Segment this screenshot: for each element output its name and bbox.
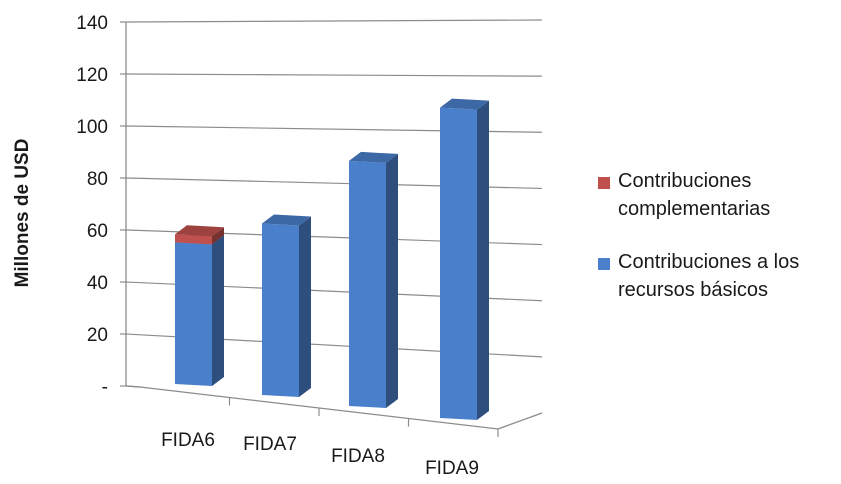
y-tick-label: 60: [87, 221, 108, 242]
bar-side: [212, 227, 224, 245]
x-tick-label: FIDA8: [331, 446, 385, 467]
bar: [440, 107, 477, 420]
bar: [349, 160, 386, 408]
gridline: [125, 73, 543, 77]
gridline: [125, 19, 543, 23]
bar: [175, 242, 212, 386]
y-tick-label: -: [102, 377, 108, 398]
bars: [175, 98, 489, 420]
x-tick-label: FIDA7: [243, 434, 297, 455]
y-tick-label: 100: [76, 117, 108, 138]
axis-line: [125, 385, 141, 388]
y-tick-label: 40: [87, 273, 108, 294]
y-tick-label: 120: [76, 65, 108, 86]
bar: [262, 223, 299, 397]
bar-top: [175, 225, 224, 237]
y-tick-label: 20: [87, 325, 108, 346]
legend-label: Contribuciones complementarias: [618, 170, 770, 220]
y-tick-label: 140: [76, 13, 108, 34]
bar-side: [477, 100, 489, 420]
bar-side: [299, 216, 311, 397]
legend-swatch: [598, 177, 610, 189]
bar-top: [440, 98, 489, 110]
bar-top: [262, 214, 311, 226]
bar-side: [212, 235, 224, 386]
legend-label: Contribuciones a los recursos básicos: [618, 251, 799, 301]
y-axis-label: Millones de USD: [12, 139, 33, 288]
bar: [175, 234, 212, 245]
x-tick-label: FIDA6: [161, 430, 215, 451]
y-tick-labels: - 20 40 60 80 100 120 140: [76, 13, 108, 398]
x-tick-labels: FIDA6 FIDA7 FIDA8 FIDA9: [161, 430, 479, 479]
bar-top: [349, 151, 398, 163]
y-tick-label: 80: [87, 169, 108, 190]
legend: Contribuciones complementarias Contribucio…: [598, 170, 799, 301]
legend-swatch: [598, 258, 610, 270]
bar-side: [386, 153, 398, 408]
x-tick-label: FIDA9: [425, 458, 479, 479]
